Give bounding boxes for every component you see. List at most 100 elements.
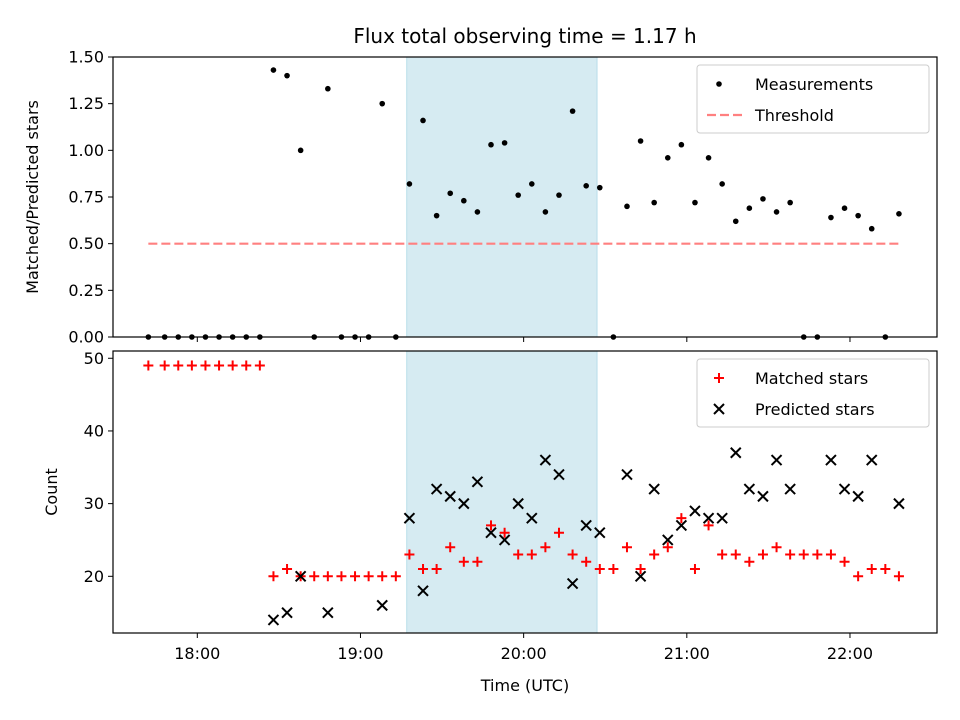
predicted-point (648, 483, 660, 495)
legend-matched-swatch (714, 373, 724, 383)
measurement-point (406, 181, 413, 187)
predicted-point (675, 519, 688, 532)
matched-point (812, 549, 823, 560)
predicted-point (702, 512, 715, 524)
matched-point (200, 360, 211, 371)
legend-label: Predicted stars (755, 400, 875, 419)
predicted-point (893, 497, 905, 510)
predicted-point (770, 454, 783, 466)
predicted-point (784, 483, 796, 495)
matched-point (662, 542, 673, 553)
matched-point (649, 549, 660, 560)
matched-point (744, 556, 755, 567)
measurement-point (746, 205, 753, 211)
predicted-point (444, 490, 456, 503)
measurement-point (542, 209, 549, 215)
predicted-point (376, 599, 388, 612)
measurement-point (270, 67, 277, 73)
y-tick-label: 50 (84, 349, 104, 368)
predicted-point (757, 490, 769, 503)
measurement-point (596, 184, 603, 191)
predicted-point (594, 526, 606, 539)
predicted-point (852, 490, 864, 503)
measurement-point (637, 138, 644, 144)
legend-label: Threshold (754, 106, 834, 125)
matched-point (350, 571, 361, 582)
predicted-point (580, 519, 592, 532)
measurement-point (433, 212, 440, 219)
legend-label: Matched stars (755, 369, 868, 388)
matched-point (730, 549, 741, 560)
matched-point (336, 571, 347, 582)
predicted-point (267, 614, 280, 626)
predicted-point (526, 512, 538, 524)
matched-point (866, 564, 877, 575)
matched-point (404, 549, 415, 560)
matched-point (553, 527, 564, 538)
matched-point (309, 571, 320, 582)
measurement-point (488, 141, 494, 148)
y-tick-label: 0.50 (68, 234, 104, 253)
predicted-point (281, 606, 293, 619)
matched-point (635, 564, 646, 575)
y-axis-label: Matched/Predicted stars (23, 100, 42, 294)
x-axis-label: Time (UTC) (480, 676, 569, 695)
matched-point (526, 549, 537, 560)
measurement-point (787, 199, 793, 206)
measurement-point (583, 183, 589, 189)
matched-point (143, 360, 154, 371)
legend-label: Measurements (755, 75, 873, 94)
measurement-point (732, 218, 739, 225)
y-axis-label: Count (42, 468, 61, 516)
predicted-point (621, 468, 633, 481)
matched-point (458, 556, 469, 567)
measurement-point (678, 141, 685, 148)
predicted-point (866, 454, 878, 466)
axes-frame (112, 350, 938, 634)
predicted-point (417, 585, 429, 597)
matched-point (322, 571, 333, 582)
measurement-point (379, 100, 386, 107)
matched-point (839, 556, 850, 567)
matched-point (377, 571, 388, 582)
measurement-point (284, 72, 290, 79)
x-tick-label: 22:00 (827, 644, 873, 663)
measurement-point (420, 117, 426, 124)
y-tick-label: 0.00 (68, 328, 104, 347)
measurement-point (515, 192, 522, 198)
predicted-point (430, 483, 443, 495)
matched-point (540, 542, 551, 553)
matched-point (486, 520, 497, 531)
predicted-point (485, 526, 497, 539)
matched-point (621, 542, 632, 553)
shaded-span (406, 56, 598, 338)
legend: Matched stars Predicted stars (696, 358, 930, 428)
measurement-point (705, 155, 712, 161)
matched-point (880, 564, 891, 575)
legend-measurement-swatch (716, 81, 722, 87)
matched-point (608, 564, 619, 575)
measurement-point (692, 199, 698, 206)
matched-point (825, 549, 836, 560)
matched-point (893, 571, 904, 582)
y-tick-label: 0.25 (68, 281, 104, 300)
legend-predicted-swatch (713, 403, 725, 415)
predicted-point (825, 454, 837, 466)
legend: Measurements Threshold (696, 64, 930, 134)
y-tick-label: 40 (84, 421, 104, 440)
x-tick-label: 19:00 (337, 644, 383, 663)
predicted-point (403, 512, 416, 524)
matched-point (214, 360, 225, 371)
predicted-point (498, 534, 511, 546)
x-tick-label: 18:00 (174, 644, 220, 663)
measurement-point (855, 212, 861, 219)
series-matched-stars (143, 360, 904, 582)
measurement-point (719, 181, 725, 187)
predicted-point (662, 534, 674, 546)
matched-point (186, 360, 197, 371)
series-predicted-stars (267, 447, 905, 626)
predicted-point (471, 476, 484, 488)
matched-point (159, 360, 170, 371)
matched-point (254, 360, 265, 371)
